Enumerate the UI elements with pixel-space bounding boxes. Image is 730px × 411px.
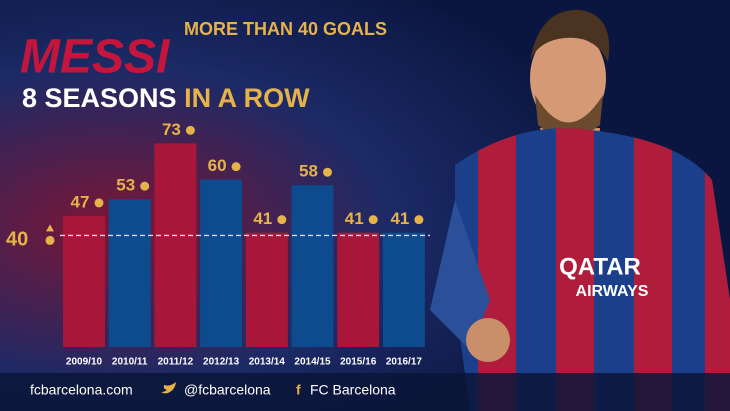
x-tick-label: 2016/17 (386, 357, 423, 368)
bar (382, 232, 425, 347)
x-tick-label: 2010/11 (112, 357, 148, 368)
value-label: 41 (253, 209, 272, 228)
footer-twitter: @fcbarcelona (184, 382, 271, 398)
bar (200, 179, 243, 347)
x-tick-label: 2014/15 (294, 357, 331, 368)
up-arrow (46, 224, 54, 232)
x-tick-label: 2011/12 (158, 357, 194, 368)
ball-icon (45, 235, 55, 245)
headline-part: 8 SEASONS (22, 83, 177, 113)
value-label: 41 (390, 209, 409, 228)
bar (154, 143, 197, 347)
ball-icon (185, 125, 195, 135)
ball-icon (231, 162, 241, 172)
bar (291, 185, 334, 347)
ball-icon (140, 181, 150, 191)
footer-bar (0, 373, 730, 411)
sponsor-logo: AIRWAYS (576, 283, 649, 300)
twitter-icon (161, 382, 176, 394)
bar (245, 232, 288, 347)
x-tick-label: 2009/10 (66, 357, 103, 368)
facebook-icon: f (296, 382, 301, 398)
footer-website: fcbarcelona.com (30, 382, 133, 398)
headline-part: IN A ROW (184, 83, 310, 113)
value-label: 58 (299, 162, 318, 181)
footer-facebook: FC Barcelona (310, 382, 396, 398)
ball-icon (368, 215, 378, 225)
chart-title: MESSI (20, 31, 171, 84)
sponsor-logo: QATAR (559, 253, 641, 280)
ball-icon (94, 198, 104, 208)
x-tick-label: 2012/13 (203, 357, 240, 368)
bar (63, 215, 105, 347)
x-tick-label: 2015/16 (340, 357, 377, 368)
ball-icon (323, 167, 332, 177)
value-label: 47 (71, 192, 90, 211)
value-label: 60 (208, 156, 227, 175)
headline: 8 SEASONS IN A ROW (22, 83, 310, 113)
ball-icon (277, 215, 287, 225)
bar (337, 232, 380, 347)
value-label: 41 (345, 209, 364, 228)
subtitle: MORE THAN 40 GOALS (184, 19, 387, 39)
reference-label: 40 (6, 229, 28, 251)
bar (108, 199, 151, 347)
x-tick-label: 2013/14 (249, 357, 286, 368)
value-label: 53 (116, 176, 135, 195)
ball-icon (414, 215, 424, 225)
value-label: 73 (162, 120, 181, 139)
player-illustration: QATAR AIRWAYS (430, 9, 730, 411)
